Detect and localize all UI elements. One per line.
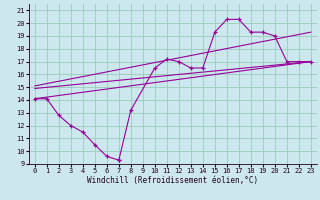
X-axis label: Windchill (Refroidissement éolien,°C): Windchill (Refroidissement éolien,°C) <box>87 176 258 185</box>
